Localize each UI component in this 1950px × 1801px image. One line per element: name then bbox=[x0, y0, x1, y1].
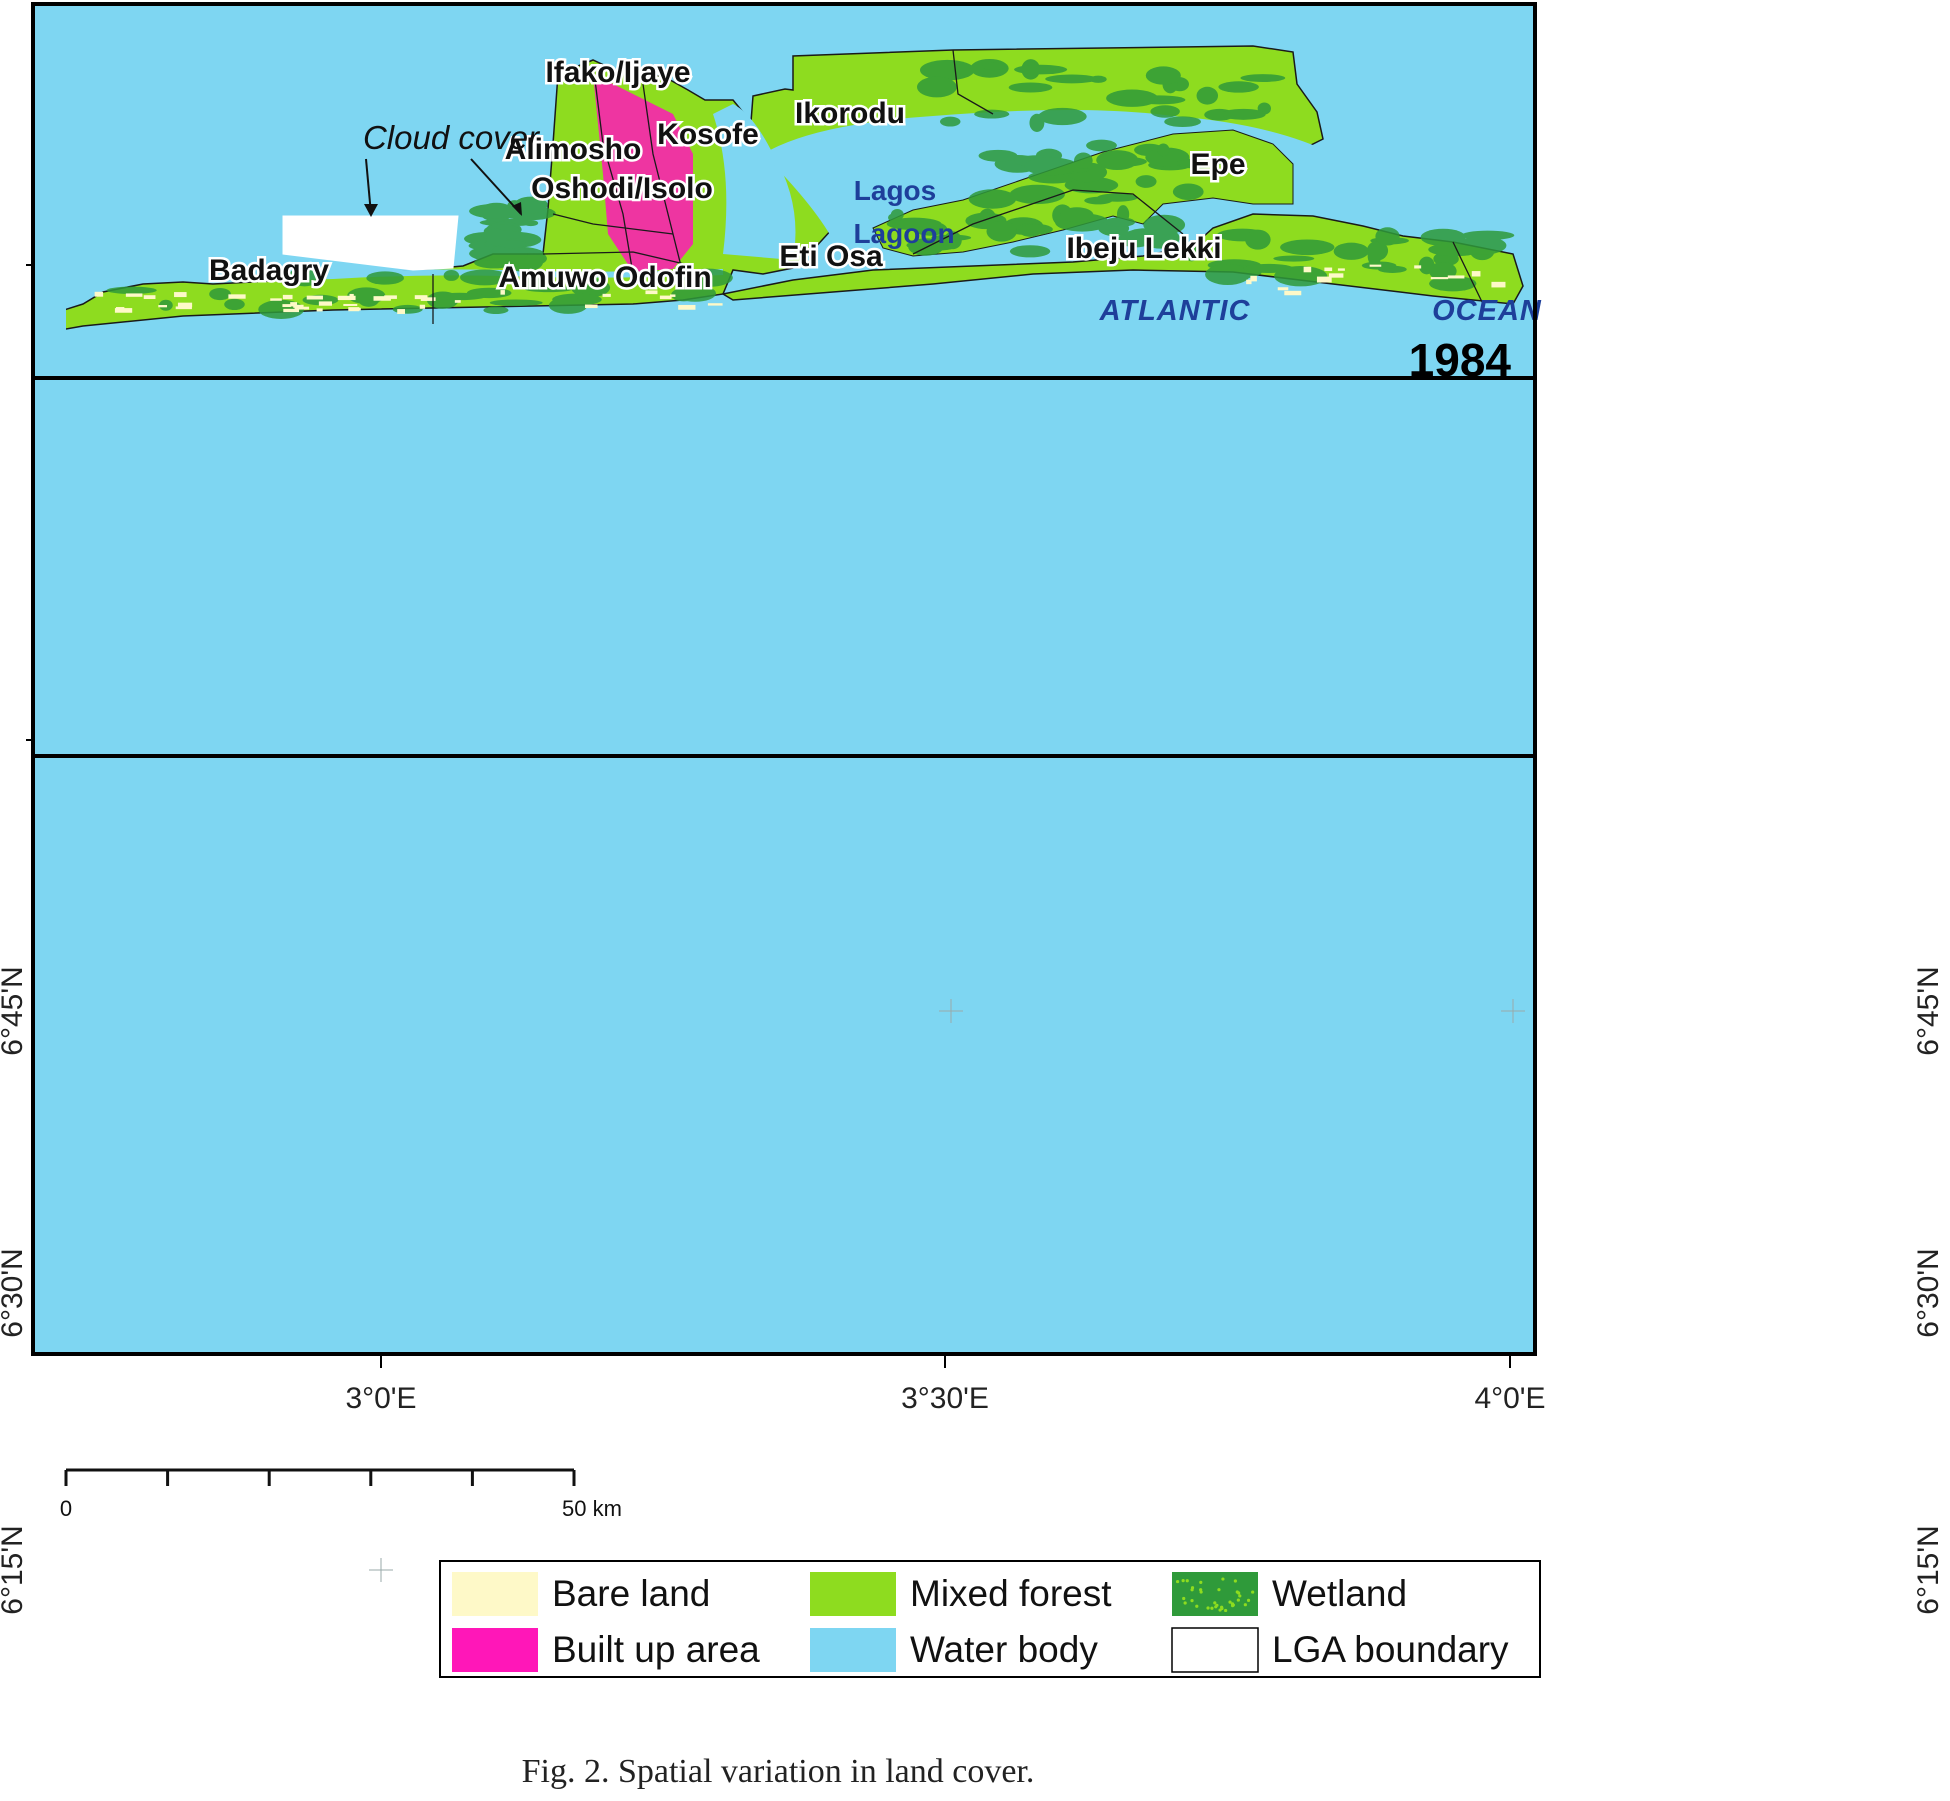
longitude-label: 3°0'E bbox=[345, 1382, 416, 1415]
lagoon-label: Lagoon bbox=[853, 218, 954, 249]
arrow-head bbox=[364, 204, 378, 217]
scale-start-label: 0 bbox=[60, 1496, 72, 1521]
legend-swatch-wetland bbox=[1172, 1572, 1258, 1616]
bare-land-patches bbox=[94, 264, 1506, 314]
legend-swatch-dot bbox=[1190, 1588, 1194, 1592]
lagos-lagoon bbox=[713, 104, 796, 260]
lga-label: Alimosho bbox=[505, 133, 642, 166]
legend-swatch-dot bbox=[1199, 1580, 1203, 1584]
legend-swatch-dot bbox=[1237, 1591, 1241, 1595]
lga-label: Epe bbox=[1190, 148, 1245, 181]
latitude-label-left: 6°30'N bbox=[0, 1248, 29, 1337]
lagoon-label: Lekki bbox=[1614, 179, 1686, 210]
legend-swatch-dot bbox=[1213, 1601, 1217, 1605]
legend-swatch-dot bbox=[1183, 1601, 1187, 1605]
legend-label: LGA boundary bbox=[1272, 1629, 1509, 1670]
panel-year: 1984 bbox=[1409, 334, 1512, 386]
legend-swatch-dot bbox=[1217, 1588, 1221, 1592]
lga-label: Kosofe bbox=[657, 118, 759, 151]
legend-swatch-dot bbox=[1185, 1579, 1189, 1583]
legend-label: Bare land bbox=[552, 1573, 710, 1614]
legend-swatch-dot bbox=[1236, 1598, 1240, 1602]
lga-label: Amuwo Odofin bbox=[498, 261, 711, 294]
scale-bar: 0 50 km bbox=[60, 1468, 622, 1521]
legend-swatch-dot bbox=[1221, 1577, 1225, 1581]
legend-swatch-built-up bbox=[452, 1628, 538, 1672]
cloud-arrow bbox=[470, 158, 522, 215]
latitude-label-left: 6°15'N bbox=[0, 1525, 29, 1614]
legend-swatch-dot bbox=[1182, 1596, 1186, 1601]
legend-label: Water body bbox=[910, 1629, 1098, 1670]
lga-label: Eti Osa bbox=[779, 240, 883, 273]
legend-swatch-dot bbox=[1195, 1604, 1199, 1608]
legend-label: Mixed forest bbox=[910, 1573, 1112, 1614]
legend-swatch-dot bbox=[1233, 1579, 1237, 1583]
latitude-label-right: 6°30'N bbox=[1912, 1248, 1945, 1337]
legend-label: Built up area bbox=[552, 1629, 760, 1670]
latitude-label-right: 6°15'N bbox=[1912, 1525, 1945, 1614]
built-up-area bbox=[593, 74, 693, 272]
cloud-cover-area bbox=[282, 215, 459, 271]
lga-label: Ikorodu bbox=[795, 97, 905, 130]
lagoon-label: Lagoon bbox=[1599, 219, 1700, 250]
legend-swatch-dot bbox=[1181, 1579, 1185, 1583]
lagoon-label: Lekki bbox=[1639, 495, 1711, 526]
longitude-label: 3°30'E bbox=[901, 1382, 989, 1415]
legend-swatch-dot bbox=[1238, 1594, 1242, 1598]
cloud-cover-label: Cloud cover bbox=[363, 119, 541, 156]
arrow-head bbox=[512, 202, 522, 216]
legend-swatch-dot bbox=[1199, 1588, 1203, 1592]
legend-swatch-dot bbox=[1224, 1608, 1228, 1613]
lga-label: Ifako/Ijaye bbox=[545, 56, 690, 89]
lga-label: Badagry bbox=[209, 254, 329, 287]
legend-swatch-water bbox=[810, 1628, 896, 1672]
lga-boundaries bbox=[432, 49, 1484, 324]
legend-swatch-dot bbox=[1214, 1605, 1218, 1609]
lagoon-label: Lagos bbox=[854, 175, 936, 206]
legend-swatch-dot bbox=[1243, 1603, 1247, 1607]
figure-caption: Fig. 2. Spatial variation in land cover. bbox=[522, 1753, 1035, 1790]
ocean-label: OCEAN bbox=[1432, 295, 1542, 327]
badagry-creek bbox=[112, 265, 724, 280]
lga-label: Oshodi/Isolo bbox=[531, 172, 713, 205]
map-frame bbox=[31, 2, 1537, 1356]
latitude-label-right: 6°45'N bbox=[1912, 966, 1945, 1055]
legend-swatch-mixed-forest bbox=[810, 1572, 896, 1616]
lagoon-label: Lagoon bbox=[1639, 1055, 1740, 1086]
legend-swatch-dot bbox=[1228, 1600, 1232, 1604]
lagoon-label: Lagoon bbox=[1624, 538, 1725, 569]
legend-swatch-dot bbox=[1230, 1603, 1235, 1608]
lagoon-label: Lekki bbox=[1654, 1015, 1726, 1046]
lga-label: Ibeju Lekki bbox=[1066, 232, 1221, 265]
legend-swatch-dot bbox=[1210, 1606, 1214, 1610]
legend-box bbox=[439, 1560, 1541, 1678]
longitude-label: 4°0'E bbox=[1474, 1382, 1545, 1415]
legend-swatch-lga-boundary bbox=[1171, 1627, 1259, 1673]
legend-swatch-dot bbox=[1175, 1579, 1180, 1584]
scale-end-label: 50 km bbox=[562, 1496, 622, 1521]
map-panel-1984: Ifako/Ijaye Kosofe Alimosho Oshodi/Isolo Amu… bbox=[66, 45, 1700, 386]
legend-swatch-dot bbox=[1251, 1590, 1255, 1594]
legend: Bare land Mixed forest Wetland Built up are… bbox=[439, 1560, 1541, 1678]
ocean-label: ATLANTIC bbox=[1099, 295, 1251, 327]
legend-swatch-bare-land bbox=[452, 1572, 538, 1616]
legend-swatch-dot bbox=[1190, 1599, 1194, 1603]
latitude-label-left: 6°45'N bbox=[0, 966, 29, 1055]
legend-swatch-dot bbox=[1206, 1606, 1210, 1610]
legend-swatch-dot bbox=[1246, 1598, 1251, 1602]
wetland-patches bbox=[106, 58, 1515, 319]
legend-swatch-dot bbox=[1218, 1608, 1222, 1612]
legend-label: Wetland bbox=[1272, 1573, 1407, 1614]
legend-swatch-dot bbox=[1220, 1605, 1224, 1609]
